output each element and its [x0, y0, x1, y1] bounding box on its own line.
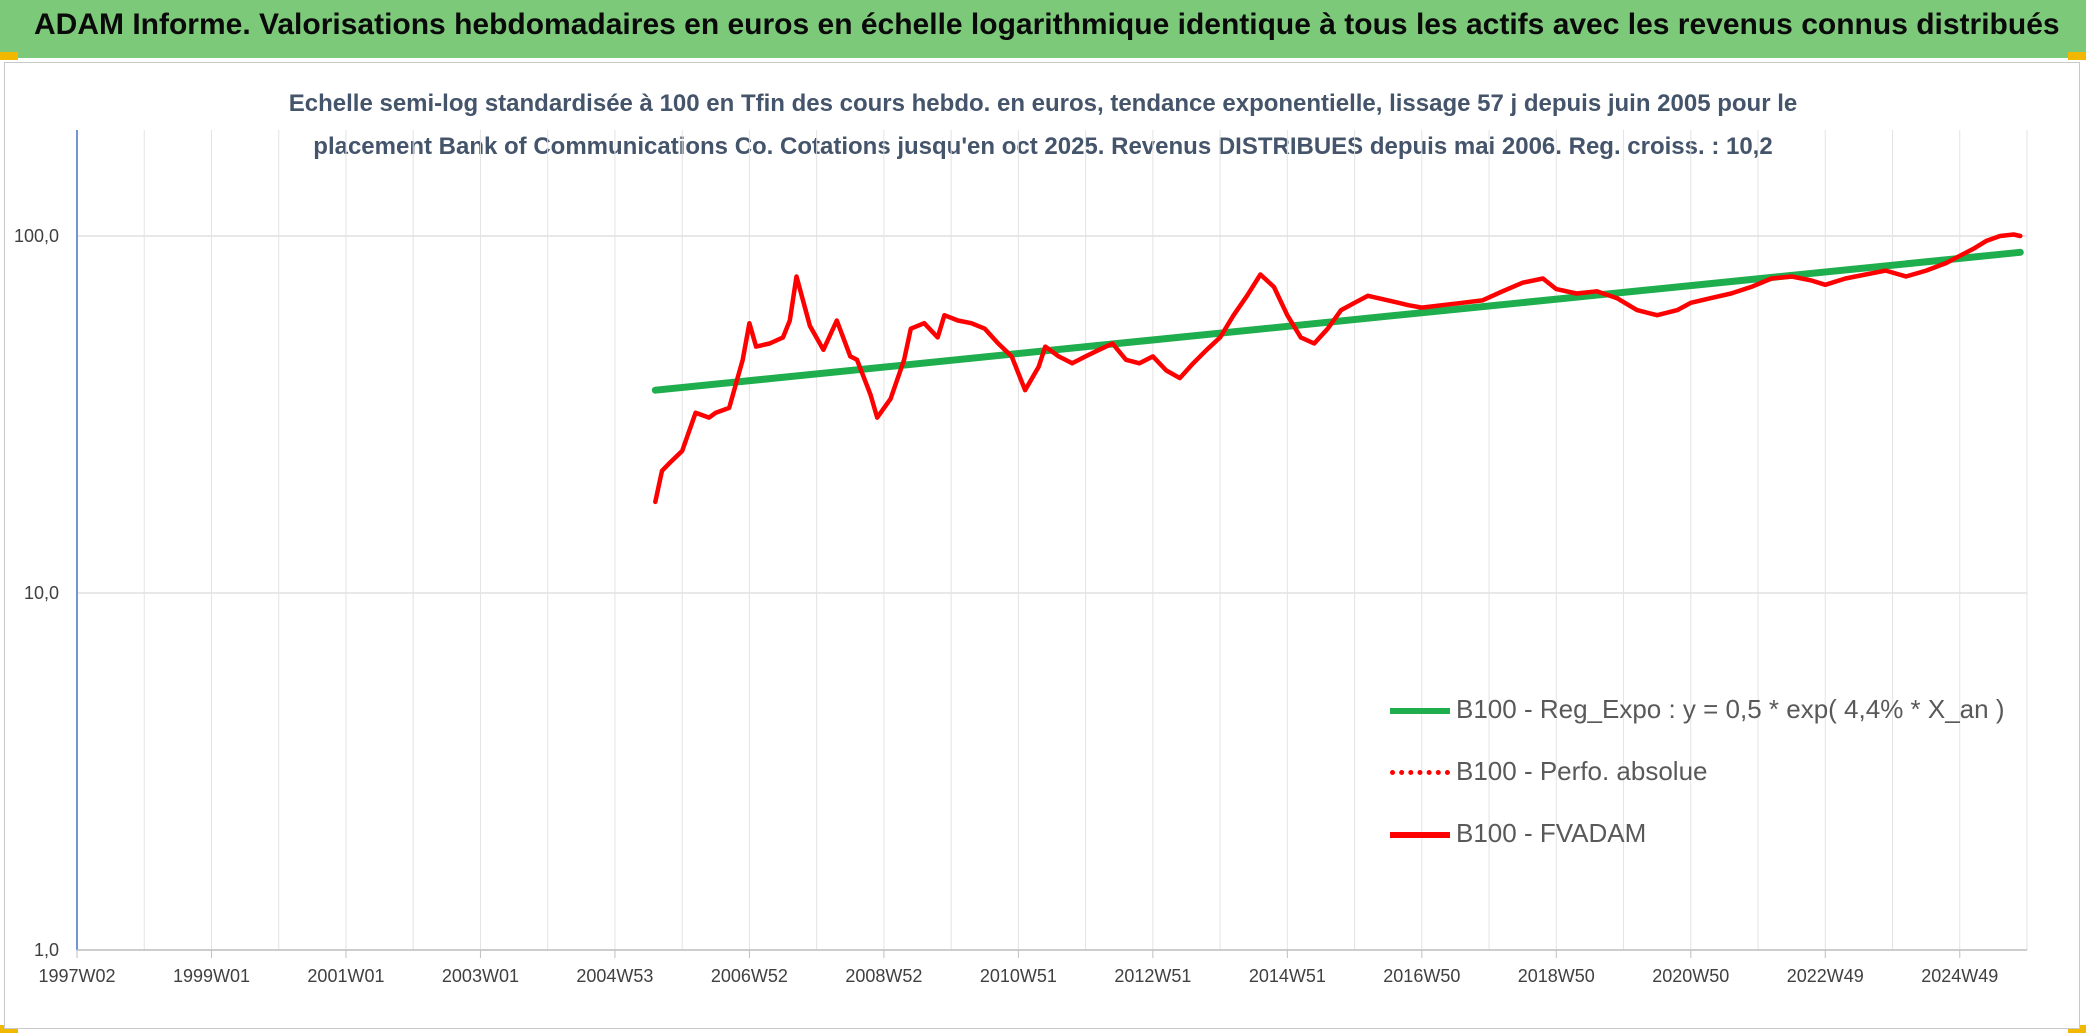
chart-area	[4, 62, 2080, 1029]
legend-label-regression: B100 - Reg_Expo : y = 0,5 * exp( 4,4% * …	[1456, 694, 2005, 724]
legend-label-perfo: B100 - Perfo. absolue	[1456, 756, 1708, 786]
x-tick-label: 2012W51	[1114, 966, 1191, 986]
series-line-fvadam	[653, 232, 2023, 505]
corner-marker	[0, 52, 18, 60]
legend-swatch-green	[1390, 708, 1450, 714]
legend-swatch-red	[1390, 832, 1450, 838]
y-tick-label: 1,0	[34, 940, 59, 960]
x-tick-label: 2004W53	[576, 966, 653, 986]
y-tick-label: 10,0	[24, 583, 59, 603]
y-tick-label: 100,0	[14, 226, 59, 246]
legend-label-fvadam: B100 - FVADAM	[1456, 818, 1647, 848]
legend-swatch-dotted-red	[1390, 770, 1450, 775]
x-tick-label: 2024W49	[1921, 966, 1998, 986]
report-title: ADAM Informe. Valorisations hebdomadaire…	[34, 8, 2060, 41]
x-tick-label: 2014W51	[1249, 966, 1326, 986]
x-tick-label: 2010W51	[980, 966, 1057, 986]
x-tick-label: 1997W02	[38, 966, 115, 986]
x-tick-label: 2003W01	[442, 966, 519, 986]
header-banner: ADAM Informe. Valorisations hebdomadaire…	[0, 0, 2086, 58]
chart-title-line-1: Echelle semi-log standardisée à 100 en T…	[288, 90, 1798, 117]
x-tick-label: 2022W49	[1787, 966, 1864, 986]
x-tick-label: 2016W50	[1383, 966, 1460, 986]
x-tick-label: 1999W01	[173, 966, 250, 986]
x-tick-label: 2006W52	[711, 966, 788, 986]
corner-marker	[2068, 52, 2086, 60]
corner-marker	[2068, 1025, 2086, 1033]
x-tick-label: 2020W50	[1652, 966, 1729, 986]
x-tick-label: 2001W01	[307, 966, 384, 986]
corner-marker	[0, 1025, 18, 1033]
chart-title-line-2: placement Bank of Communications Co. Cot…	[313, 133, 1773, 160]
x-tick-label: 2008W52	[845, 966, 922, 986]
x-tick-label: 2018W50	[1518, 966, 1595, 986]
